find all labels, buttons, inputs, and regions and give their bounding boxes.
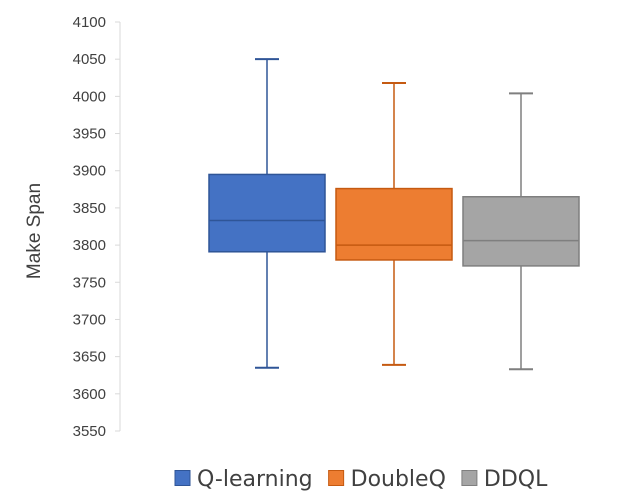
- iqr-box: [208, 173, 326, 253]
- y-tick-label: 3750: [73, 274, 106, 291]
- y-tick-label: 3850: [73, 200, 106, 217]
- y-tick-label: 4050: [73, 51, 106, 68]
- legend-label: DoubleQ: [351, 467, 446, 492]
- y-tick-label: 3650: [73, 349, 106, 366]
- legend-item-doubleq: DoubleQ: [328, 467, 446, 492]
- legend-label: DDQL: [484, 467, 548, 492]
- y-tick-label: 3900: [73, 163, 106, 180]
- iqr-box: [335, 187, 453, 261]
- legend-swatch: [461, 470, 478, 486]
- boxes: [208, 58, 580, 371]
- y-axis: 3550 3600 3650 3700 3750 3800 3850 3900 3950 4000…: [73, 14, 121, 440]
- legend-swatch: [328, 470, 345, 486]
- y-tick-label: 3600: [73, 386, 106, 403]
- legend-swatch: [174, 470, 191, 486]
- box-doubleq: [335, 81, 453, 366]
- iqr-box: [462, 196, 580, 267]
- y-tick-label: 4000: [73, 88, 106, 105]
- y-tick-label: 3550: [73, 423, 106, 440]
- y-tick-label: 4100: [73, 14, 106, 31]
- legend: Q-learning DoubleQ DDQL: [174, 467, 548, 492]
- y-tick-label: 3700: [73, 311, 106, 328]
- legend-label: Q-learning: [197, 467, 313, 492]
- y-axis-title: Make Span: [24, 183, 45, 279]
- y-tick-label: 3800: [73, 237, 106, 254]
- legend-item-q-learning: Q-learning: [174, 467, 313, 492]
- y-tick-label: 3950: [73, 126, 106, 143]
- box-ddql: [462, 92, 580, 371]
- legend-item-ddql: DDQL: [461, 467, 548, 492]
- box-q-learning: [208, 58, 326, 369]
